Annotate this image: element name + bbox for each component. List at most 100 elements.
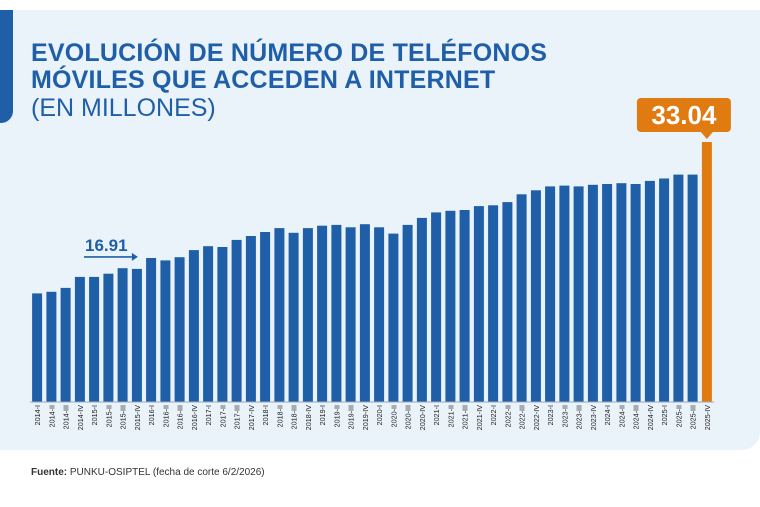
bar-2017-III xyxy=(231,239,242,402)
bar-2014-IV xyxy=(74,276,85,402)
bar-2020-III xyxy=(402,224,413,402)
tick-label-2024-III: 2024-III xyxy=(632,405,641,429)
bar-2022-IV xyxy=(530,190,541,402)
tick-label-2022-IV: 2022-IV xyxy=(532,405,541,430)
tick-label-2018-IV: 2018-IV xyxy=(304,405,313,430)
bar-2024-IV xyxy=(644,180,655,402)
bar-2017-II xyxy=(217,247,228,402)
tick-label-2016-III: 2016-III xyxy=(176,405,185,429)
bar-2016-IV xyxy=(188,250,199,402)
tick-label-2021-II: 2021-II xyxy=(446,405,455,427)
bar-2015-III xyxy=(117,268,128,402)
tick-label-2015-II: 2015-II xyxy=(104,405,113,427)
tick-label-2016-IV: 2016-IV xyxy=(190,405,199,430)
tick-label-2016-I: 2016-I xyxy=(147,405,156,425)
bar-2022-III xyxy=(516,194,527,402)
bar-2020-IV xyxy=(416,217,427,402)
source-text: PUNKU-OSIPTEL (fecha de corte 6/2/2026) xyxy=(69,467,265,478)
tick-label-2021-III: 2021-III xyxy=(461,405,470,429)
tick-label-2017-I: 2017-I xyxy=(204,405,213,425)
tick-label-2022-I: 2022-I xyxy=(489,405,498,425)
tick-label-2025-II: 2025-II xyxy=(674,405,683,427)
bar-2019-III xyxy=(345,227,356,402)
tick-label-2020-II: 2020-II xyxy=(389,405,398,427)
tick-label-2021-I: 2021-I xyxy=(432,405,441,425)
bar-2014-III xyxy=(60,287,71,402)
tick-label-2020-I: 2020-I xyxy=(375,405,384,425)
value-badge-2025-IV xyxy=(636,98,731,132)
callout-arrow-2015-IV xyxy=(131,252,138,261)
bar-2016-I xyxy=(146,258,157,402)
bar-2019-I xyxy=(317,225,328,402)
bar-2017-IV xyxy=(245,236,256,402)
tick-label-2018-III: 2018-III xyxy=(290,405,299,429)
tick-label-2014-IV: 2014-IV xyxy=(76,405,85,430)
accent-tab xyxy=(0,10,13,123)
bar-2023-I xyxy=(545,186,556,402)
bar-2015-II xyxy=(103,273,114,402)
bar-2025-IV xyxy=(701,142,712,402)
tick-label-2019-II: 2019-II xyxy=(332,405,341,427)
tick-label-2023-III: 2023-III xyxy=(575,405,584,429)
bar-2014-II xyxy=(46,291,57,402)
bar-2019-II xyxy=(331,224,342,402)
tick-label-2025-I: 2025-I xyxy=(660,405,669,425)
bar-2023-IV xyxy=(587,184,598,402)
bar-2021-II xyxy=(445,210,456,402)
bar-2024-II xyxy=(616,183,627,402)
tick-label-2014-III: 2014-III xyxy=(62,405,71,429)
source-label: Fuente: xyxy=(31,467,68,478)
bar-2021-I xyxy=(431,212,442,402)
value-label-2015-IV: 16.91 xyxy=(85,236,128,255)
tick-label-2019-III: 2019-III xyxy=(347,405,356,429)
tick-label-2024-II: 2024-II xyxy=(617,405,626,427)
bar-2023-III xyxy=(573,186,584,402)
tick-label-2022-III: 2022-III xyxy=(518,405,527,429)
tick-label-2019-IV: 2019-IV xyxy=(361,405,370,430)
tick-label-2019-I: 2019-I xyxy=(318,405,327,425)
bar-2025-II xyxy=(673,174,684,402)
bar-2021-III xyxy=(459,210,470,402)
chart-subtitle: (EN MILLONES) xyxy=(31,94,216,122)
bar-2018-IV xyxy=(302,228,313,402)
value-label-2025-IV: 33.04 xyxy=(651,100,717,130)
tick-label-2021-IV: 2021-IV xyxy=(475,405,484,430)
bar-2016-II xyxy=(160,260,171,402)
tick-label-2022-II: 2022-II xyxy=(503,405,512,427)
tick-label-2014-II: 2014-II xyxy=(47,405,56,427)
bar-2024-I xyxy=(602,184,613,402)
tick-label-2024-IV: 2024-IV xyxy=(646,405,655,430)
bar-2018-II xyxy=(274,228,285,402)
tick-label-2025-III: 2025-III xyxy=(689,405,698,429)
tick-label-2015-IV: 2015-IV xyxy=(133,405,142,430)
value-badge-pointer-2025-IV xyxy=(700,132,713,139)
bar-2023-II xyxy=(559,185,570,402)
tick-label-2017-IV: 2017-IV xyxy=(247,405,256,430)
bar-2018-III xyxy=(288,232,299,402)
tick-label-2025-IV: 2025-IV xyxy=(703,405,712,430)
bar-2021-IV xyxy=(473,206,484,402)
tick-label-2018-I: 2018-I xyxy=(261,405,270,425)
tick-label-2024-I: 2024-I xyxy=(603,405,612,425)
tick-label-2023-II: 2023-II xyxy=(560,405,569,427)
bar-2015-I xyxy=(89,276,100,402)
bar-2022-I xyxy=(488,205,499,402)
bar-2020-I xyxy=(374,227,385,402)
bar-2025-III xyxy=(687,174,698,402)
bar-2022-II xyxy=(502,202,513,402)
tick-label-2020-III: 2020-III xyxy=(404,405,413,429)
tick-label-2017-III: 2017-III xyxy=(233,405,242,429)
bar-2015-IV xyxy=(131,268,142,402)
chart-title: EVOLUCIÓN DE NÚMERO DE TELÉFONOS MÓVILES … xyxy=(31,39,548,94)
tick-label-2020-IV: 2020-IV xyxy=(418,405,427,430)
tick-label-2023-IV: 2023-IV xyxy=(589,405,598,430)
source-note: Fuente: PUNKU-OSIPTEL (fecha de corte 6/… xyxy=(31,467,265,478)
bar-2025-I xyxy=(659,178,670,402)
tick-label-2016-II: 2016-II xyxy=(161,405,170,427)
bar-2020-II xyxy=(388,233,399,402)
tick-label-2018-II: 2018-II xyxy=(275,405,284,427)
bar-2014-I xyxy=(32,293,43,402)
tick-label-2017-II: 2017-II xyxy=(218,405,227,427)
bar-2019-IV xyxy=(359,224,370,402)
